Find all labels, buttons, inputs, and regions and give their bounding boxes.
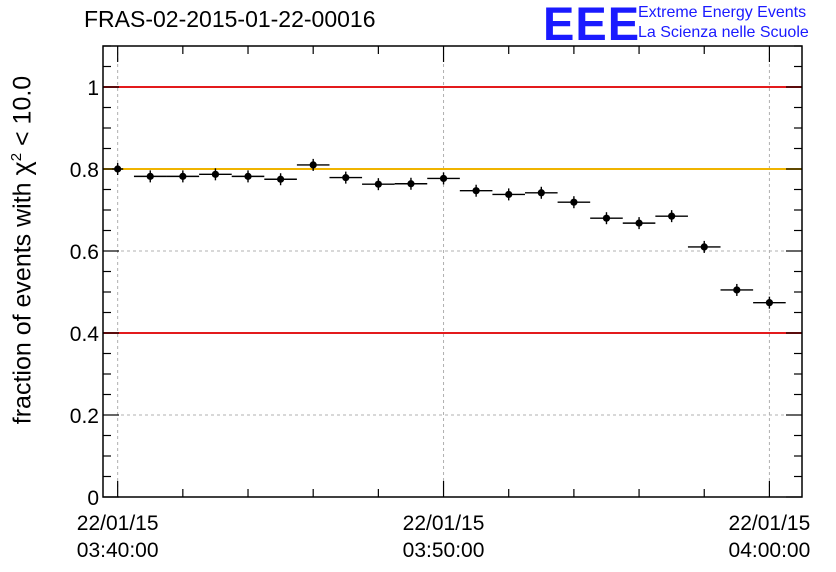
x-tick-label-date: 22/01/15	[77, 512, 159, 535]
x-tick-label-date: 22/01/15	[729, 512, 811, 535]
x-tick-label-date: 22/01/15	[403, 512, 485, 535]
data-point	[765, 299, 774, 307]
x-tick-label-time: 03:50:00	[403, 539, 485, 562]
x-tick-labels: 22/01/15 03:40:00 22/01/15 03:50:00 22/01/15…	[77, 512, 810, 562]
data-point	[700, 243, 708, 251]
y-axis-label-prefix: fraction of events with	[8, 175, 37, 425]
data-point	[277, 175, 285, 183]
data-point	[668, 212, 676, 220]
data-point	[211, 170, 220, 178]
y-tick-label: 0.4	[70, 323, 100, 346]
data-point	[472, 187, 480, 195]
logo-line-1: Extreme Energy Events	[638, 4, 807, 21]
y-tick-labels: 0 0.2 0.4 0.6 0.8 1	[70, 77, 100, 510]
y-axis-label-sup: 2	[8, 152, 26, 162]
data-point	[114, 165, 122, 173]
data-point	[602, 214, 611, 222]
y-axis-label-symbol: χ	[6, 161, 37, 176]
data-point	[505, 190, 513, 199]
y-tick-label: 0.6	[70, 241, 99, 264]
logo-line-2: La Scienza nelle Scuole	[638, 24, 809, 41]
data-points	[112, 158, 786, 309]
y-tick-label: 0	[87, 487, 99, 510]
x-tick-label-time: 03:40:00	[77, 539, 159, 562]
data-point	[439, 174, 448, 183]
data-point	[733, 286, 741, 294]
data-point	[635, 219, 643, 227]
plot-frame	[102, 45, 803, 498]
x-tick-label-time: 04:00:00	[729, 539, 811, 562]
data-point	[146, 172, 154, 180]
data-point	[407, 180, 415, 188]
y-axis-label-suffix: < 10.0	[8, 75, 37, 153]
chart-title: FRAS-02-2015-01-22-00016	[84, 6, 376, 32]
grid-lines	[103, 46, 802, 497]
data-point	[244, 172, 252, 180]
data-point	[570, 198, 578, 206]
eee-logo: EEE Extreme Energy Events La Scienza nel…	[543, 0, 833, 50]
data-point	[537, 189, 545, 197]
data-point	[309, 161, 317, 169]
data-point	[179, 172, 187, 180]
y-tick-label: 0.2	[70, 405, 99, 428]
axis-ticks	[103, 45, 802, 498]
reference-lines	[103, 86, 802, 334]
y-tick-label: 0.8	[70, 159, 99, 182]
data-point	[374, 180, 382, 188]
y-tick-label: 1	[87, 77, 99, 100]
data-point	[342, 174, 350, 182]
eee-logo-mark: EEE	[543, 0, 641, 50]
